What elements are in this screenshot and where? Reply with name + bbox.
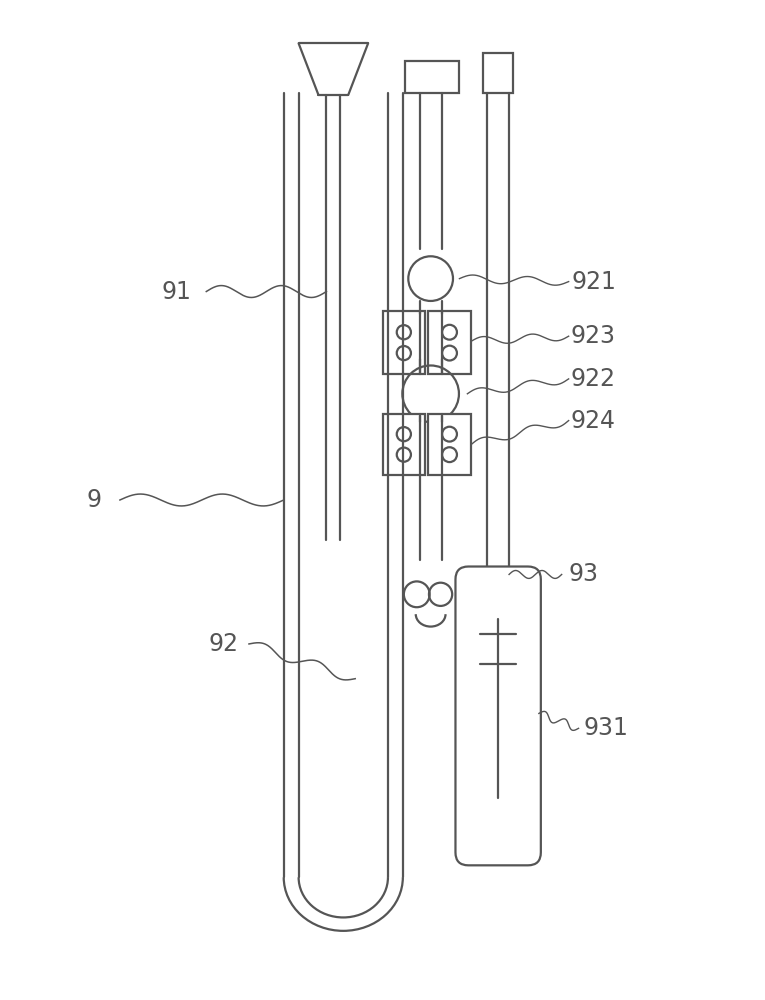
Text: 924: 924: [571, 409, 616, 433]
Text: 92: 92: [208, 632, 238, 656]
Bar: [428, 414, 471, 475]
Bar: [405, 61, 460, 93]
Text: 922: 922: [571, 367, 616, 391]
Text: 923: 923: [571, 324, 616, 348]
Bar: [483, 53, 513, 93]
FancyBboxPatch shape: [455, 567, 541, 865]
Text: 921: 921: [571, 270, 616, 294]
Bar: [383, 414, 425, 475]
Text: 931: 931: [584, 716, 629, 740]
Text: 9: 9: [86, 488, 102, 512]
Text: 93: 93: [568, 562, 598, 586]
Text: 91: 91: [161, 280, 191, 304]
Bar: [428, 311, 471, 374]
Bar: [383, 311, 425, 374]
